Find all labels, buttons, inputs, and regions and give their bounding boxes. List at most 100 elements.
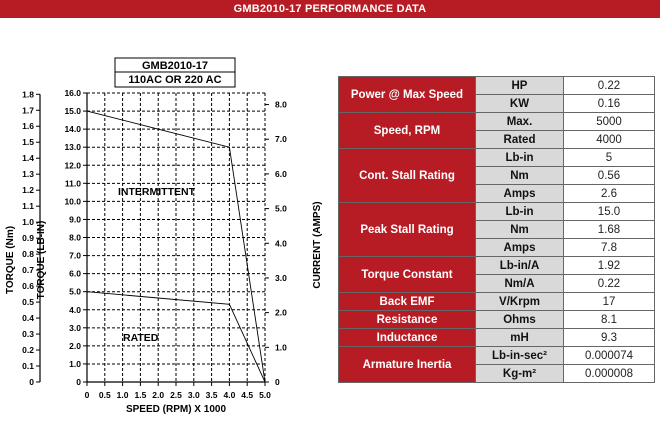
y-amps-tick-label: 5.0 [275, 204, 287, 214]
table-value-cell: 0.22 [563, 274, 655, 293]
x-tick-label: 0 [85, 390, 90, 400]
table-row: Back EMF V/Krpm 17 [338, 292, 655, 311]
x-tick-label: 0.5 [99, 390, 111, 400]
legend-model: GMB2010-17 [142, 60, 208, 72]
y-axis-label-lbin: TORQUE (LB-IN) [36, 221, 47, 300]
table-category-cell: Torque Constant [338, 256, 476, 293]
table-value-cell: 9.3 [563, 328, 655, 347]
page-title-banner: GMB2010-17 PERFORMANCE DATA [0, 0, 660, 18]
chart-legend-box: GMB2010-17 110AC OR 220 AC [114, 57, 236, 88]
y-lbin-tick-label: 4.0 [69, 305, 81, 315]
y-nm-tick-label: 0.3 [22, 329, 34, 339]
table-category-cell: Power @ Max Speed [338, 76, 476, 113]
legend-voltage: 110AC OR 220 AC [128, 74, 221, 86]
y-amps-tick-label: 1.0 [275, 342, 287, 352]
y-lbin-tick-label: 6.0 [69, 269, 81, 279]
y-nm-tick-label: 1.3 [22, 169, 34, 179]
y-axis-label-nm: TORQUE (Nm) [5, 226, 16, 294]
chart-grid [87, 92, 266, 382]
y-lbin-tick-label: 13.0 [64, 142, 81, 152]
y-nm-tick-label: 1.4 [22, 153, 34, 163]
table-category-cell: Armature Inertia [338, 346, 476, 383]
table-value-cell: 17 [563, 292, 655, 311]
table-unit-cell: Max. [475, 112, 564, 131]
table-category-cell: Peak Stall Rating [338, 202, 476, 257]
y-nm-tick-label: 0.5 [22, 297, 34, 307]
y-amps-tick-label: 6.0 [275, 169, 287, 179]
y-nm-tick-label: 1.0 [22, 217, 34, 227]
y-lbin-tick-label: 0 [76, 377, 81, 387]
series-line-intermittent [86, 110, 266, 383]
performance-table: Power @ Max Speed HP 0.22 KW 0.16 Speed, RPM M… [338, 76, 655, 383]
y-lbin-tick-label: 10.0 [64, 196, 81, 206]
table-row: Power @ Max Speed HP 0.22 [338, 76, 655, 113]
table-category-cell: Back EMF [338, 292, 476, 311]
y-amps-tick-label: 0 [275, 377, 280, 387]
y-amps-tick-label: 2.0 [275, 308, 287, 318]
y-lbin-tick-label: 3.0 [69, 323, 81, 333]
table-unit-cell: HP [475, 76, 564, 95]
table-row: Rated 4000 [339, 130, 655, 149]
table-value-cell: 8.1 [563, 310, 655, 329]
table-unit-cell: KW [475, 94, 564, 113]
table-value-cell: 1.92 [563, 256, 655, 275]
table-unit-cell: Lb-in [475, 148, 564, 167]
y-nm-tick-label: 1.1 [22, 201, 34, 211]
table-value-cell: 5000 [563, 112, 655, 131]
performance-chart: GMB2010-17 110AC OR 220 AC 0 0.5 1.0 1.5 2.0… [5, 57, 323, 415]
table-row: Nm 1.68 [339, 220, 655, 239]
y-nm-tick-label: 0.4 [22, 313, 34, 323]
y-amps-tick-label: 3.0 [275, 273, 287, 283]
table-row: Amps 7.8 [339, 238, 655, 257]
x-tick-label: 5.0 [259, 390, 271, 400]
table-row: Torque Constant Lb-in/A 1.92 [338, 256, 655, 293]
y-lbin-tick-label: 1.0 [69, 359, 81, 369]
table-value-cell: 0.56 [563, 166, 655, 185]
table-value-cell: 2.6 [563, 184, 655, 203]
y-lbin-tick-label: 12.0 [64, 160, 81, 170]
x-tick-label: 2.0 [152, 390, 164, 400]
x-tick-label: 3.5 [206, 390, 218, 400]
table-value-cell: 0.000008 [563, 364, 655, 383]
table-category-cell: Speed, RPM [338, 112, 476, 149]
table-value-cell: 0.16 [563, 94, 655, 113]
y-lbin-tick-label: 8.0 [69, 233, 81, 243]
table-unit-cell: Amps [475, 238, 564, 257]
y-amps-tick-label: 8.0 [275, 100, 287, 110]
y-nm-tick-label: 0.7 [22, 265, 34, 275]
x-tick-label: 4.5 [241, 390, 253, 400]
table-row: Resistance Ohms 8.1 [338, 310, 655, 329]
y-nm-tick-label: 1.8 [22, 89, 34, 99]
x-tick-label: 3.0 [188, 390, 200, 400]
table-unit-cell: Lb-in-sec² [475, 346, 564, 365]
y-nm-tick-label: 0.2 [22, 345, 34, 355]
y-axis-label-amps: CURRENT (AMPS) [312, 201, 323, 288]
y-lbin-tick-label: 9.0 [69, 214, 81, 224]
table-unit-cell: Nm [475, 166, 564, 185]
annotation-rated: RATED [123, 332, 159, 344]
table-row: Kg-m² 0.000008 [339, 364, 655, 383]
y-nm-tick-label: 0.8 [22, 249, 34, 259]
table-unit-cell: mH [475, 328, 564, 347]
y-lbin-tick-label: 7.0 [69, 251, 81, 261]
series-line-rated [86, 291, 266, 383]
table-unit-cell: Amps [475, 184, 564, 203]
table-value-cell: 1.68 [563, 220, 655, 239]
y-amps-tick-label: 4.0 [275, 238, 287, 248]
table-row: Nm/A 0.22 [339, 274, 655, 293]
table-row: Nm 0.56 [339, 166, 655, 185]
table-category-cell: Cont. Stall Rating [338, 148, 476, 203]
y-nm-tick-label: 0.6 [22, 281, 34, 291]
table-value-cell: 0.22 [563, 76, 655, 95]
x-tick-label: 1.5 [134, 390, 146, 400]
table-row: Speed, RPM Max. 5000 [338, 112, 655, 149]
y-nm-tick-label: 1.7 [22, 105, 34, 115]
y-lbin-tick-label: 14.0 [64, 124, 81, 134]
table-row: Inductance mH 9.3 [338, 328, 655, 347]
y-lbin-tick-label: 2.0 [69, 341, 81, 351]
table-row: KW 0.16 [339, 94, 655, 113]
y-lbin-tick-label: 16.0 [64, 88, 81, 98]
table-value-cell: 0.000074 [563, 346, 655, 365]
y-lbin-tick-label: 5.0 [69, 287, 81, 297]
table-value-cell: 5 [563, 148, 655, 167]
